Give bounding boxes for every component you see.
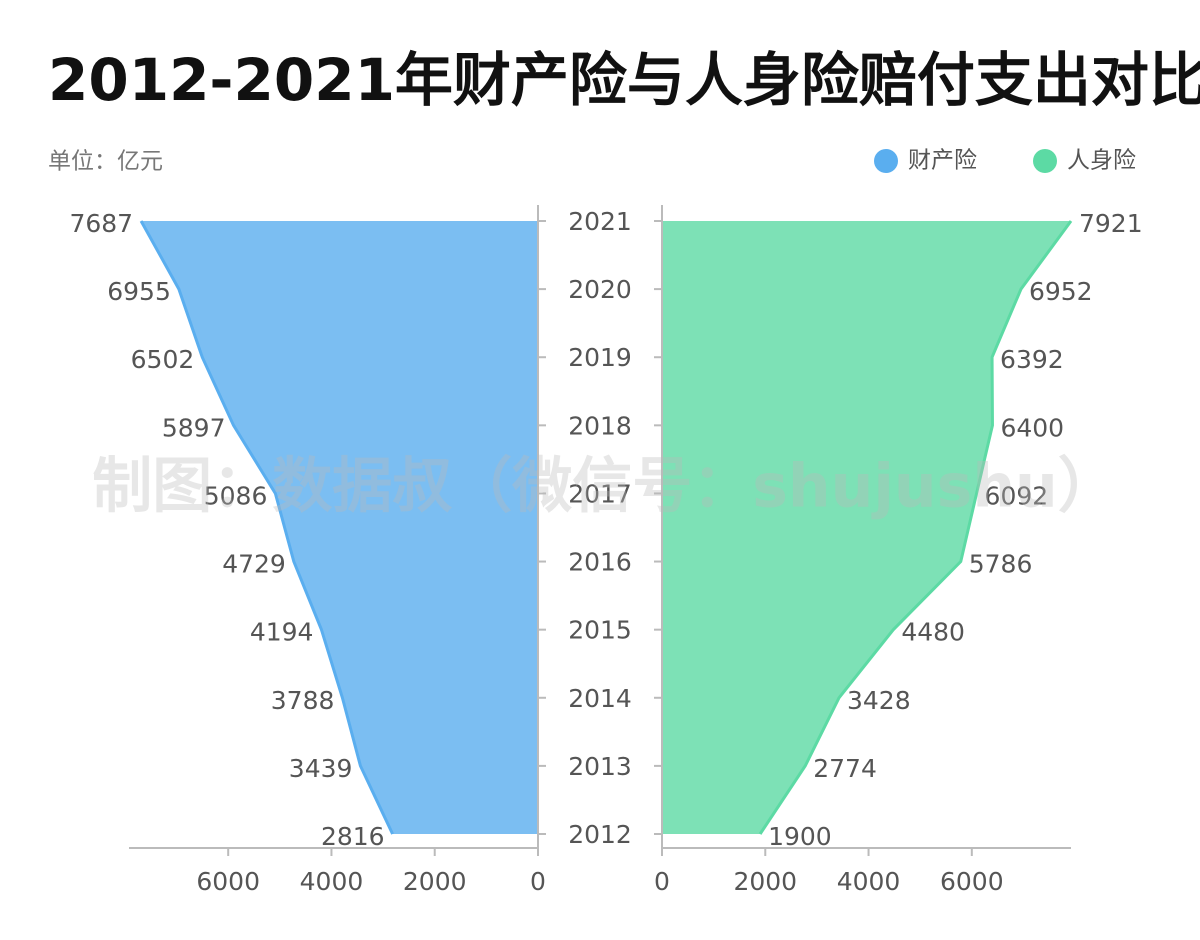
category-label: 2015 — [568, 616, 632, 645]
area-line — [758, 220, 1073, 835]
data-label: 5786 — [969, 550, 1033, 579]
category-label: 2013 — [568, 752, 632, 781]
data-label: 3788 — [271, 686, 335, 715]
data-label: 6092 — [985, 481, 1049, 510]
data-label: 5086 — [204, 481, 268, 510]
category-label: 2016 — [568, 548, 632, 577]
x-tick-label: 2000 — [733, 867, 797, 896]
data-label: 6502 — [131, 345, 195, 374]
data-label: 4194 — [250, 618, 314, 647]
data-label: 6952 — [1029, 277, 1093, 306]
data-label: 5897 — [162, 413, 226, 442]
category-label: 2018 — [568, 411, 632, 440]
x-tick-label: 6000 — [940, 867, 1004, 896]
x-tick-label: 4000 — [300, 867, 364, 896]
data-label: 4729 — [222, 550, 286, 579]
category-label: 2020 — [568, 275, 632, 304]
data-label: 4480 — [901, 618, 965, 647]
legend-marker — [874, 149, 898, 173]
watermark: 制图：数据叔（微信号：shujushu） — [92, 452, 1118, 522]
x-tick-label: 0 — [530, 867, 546, 896]
category-label: 2021 — [568, 207, 632, 236]
data-label: 6955 — [107, 277, 171, 306]
x-tick-label: 0 — [654, 867, 670, 896]
area-line — [139, 220, 394, 835]
data-label: 6400 — [1000, 413, 1064, 442]
data-label: 6392 — [1000, 345, 1064, 374]
chart-title: 2012-2021年财产险与人身险赔付支出对比 — [48, 46, 1200, 114]
x-tick-label: 2000 — [403, 867, 467, 896]
data-label: 3428 — [847, 686, 911, 715]
category-label: 2017 — [568, 479, 632, 508]
data-label: 1900 — [768, 822, 832, 851]
data-label: 2816 — [321, 822, 385, 851]
area — [662, 221, 1071, 834]
data-label: 3439 — [289, 754, 353, 783]
data-label: 2774 — [813, 754, 877, 783]
data-label: 7921 — [1079, 209, 1143, 238]
subtitle: 单位：亿元 — [48, 149, 163, 175]
legend-label: 人身险 — [1067, 148, 1136, 174]
category-label: 2012 — [568, 820, 632, 849]
data-label: 7687 — [69, 209, 133, 238]
category-label: 2019 — [568, 343, 632, 372]
legend-label: 财产险 — [908, 148, 977, 174]
category-label: 2014 — [568, 684, 632, 713]
area — [141, 221, 538, 834]
x-tick-label: 6000 — [196, 867, 260, 896]
legend-marker — [1033, 149, 1057, 173]
x-tick-label: 4000 — [837, 867, 901, 896]
